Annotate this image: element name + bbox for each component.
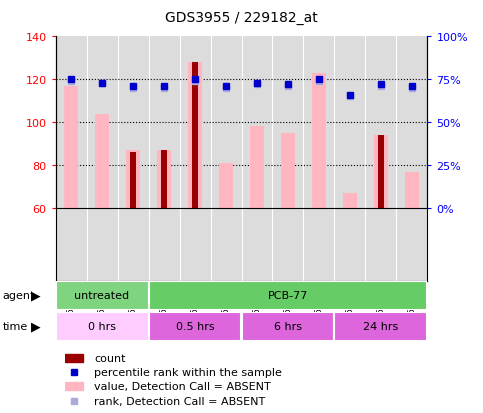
Bar (149, 281, 427, 310)
Bar (188, 63, 202, 209)
Bar (95, 114, 109, 209)
Bar (219, 164, 233, 209)
Bar (149, 312, 242, 341)
Bar (242, 312, 334, 341)
Bar (334, 312, 427, 341)
Bar (161, 151, 168, 209)
Bar (56, 312, 149, 341)
Text: 0 hrs: 0 hrs (88, 321, 116, 331)
Text: count: count (94, 353, 126, 363)
Bar (65, 382, 84, 390)
Text: 6 hrs: 6 hrs (274, 321, 302, 331)
Bar (250, 127, 264, 209)
Bar (378, 136, 384, 209)
Text: value, Detection Call = ABSENT: value, Detection Call = ABSENT (94, 382, 271, 392)
Text: time: time (2, 321, 28, 331)
Bar (65, 354, 84, 362)
Bar (374, 136, 388, 209)
Text: untreated: untreated (74, 290, 129, 300)
Text: ▶: ▶ (31, 320, 41, 333)
Bar (64, 86, 78, 209)
Text: ▶: ▶ (31, 289, 41, 302)
Bar (343, 194, 357, 209)
Bar (56, 281, 149, 310)
Bar (312, 74, 326, 209)
Bar (126, 151, 140, 209)
Bar (192, 63, 199, 209)
Text: PCB-77: PCB-77 (268, 290, 308, 300)
Text: agent: agent (2, 290, 35, 300)
Text: percentile rank within the sample: percentile rank within the sample (94, 367, 282, 377)
Bar (129, 153, 136, 209)
Text: GDS3955 / 229182_at: GDS3955 / 229182_at (165, 11, 318, 25)
Text: 0.5 hrs: 0.5 hrs (176, 321, 214, 331)
Bar (157, 151, 171, 209)
Bar (405, 172, 419, 209)
Text: rank, Detection Call = ABSENT: rank, Detection Call = ABSENT (94, 396, 266, 406)
Text: 24 hrs: 24 hrs (363, 321, 398, 331)
Bar (281, 133, 295, 209)
